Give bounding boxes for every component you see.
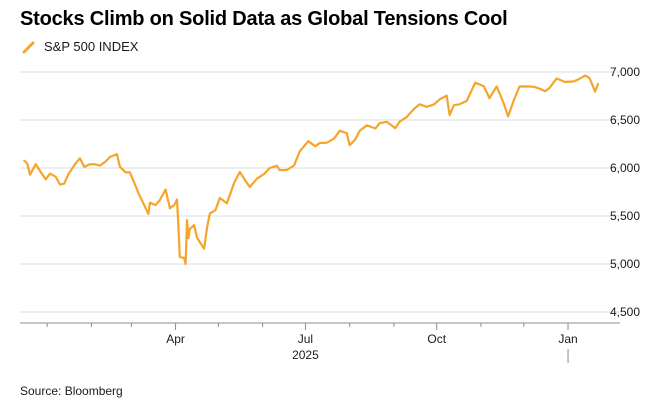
series-line-sp500 — [23, 74, 600, 266]
y-tick-label: 5,500 — [610, 209, 640, 223]
x-year-label: 2025 — [292, 348, 319, 362]
y-tick-label: 5,000 — [610, 257, 640, 271]
x-axis-tick-labels: Apr Jul Oct Jan 2025 — [166, 332, 578, 363]
x-tick-label: Jul — [298, 332, 313, 346]
x-tick-label: Oct — [427, 332, 446, 346]
y-axis-tick-labels: 7,000 6,500 6,000 5,500 5,000 4,500 — [610, 65, 640, 319]
legend-label: S&P 500 INDEX — [44, 39, 139, 54]
legend-line-icon — [22, 41, 35, 53]
legend: S&P 500 INDEX — [22, 39, 138, 54]
source-note: Source: Bloomberg — [20, 384, 123, 398]
legend-swatch-line — [22, 41, 35, 53]
y-tick-label: 6,000 — [610, 161, 640, 175]
x-tick-label: Apr — [166, 332, 185, 346]
x-axis — [20, 322, 620, 330]
y-tick-label: 6,500 — [610, 113, 640, 127]
chart-title: Stocks Climb on Solid Data as Global Ten… — [20, 8, 508, 30]
series-layer — [23, 74, 600, 266]
y-tick-label: 7,000 — [610, 65, 640, 79]
grid-lines — [20, 71, 620, 313]
y-tick-label: 4,500 — [610, 305, 640, 319]
x-tick-label: Jan — [558, 332, 577, 346]
